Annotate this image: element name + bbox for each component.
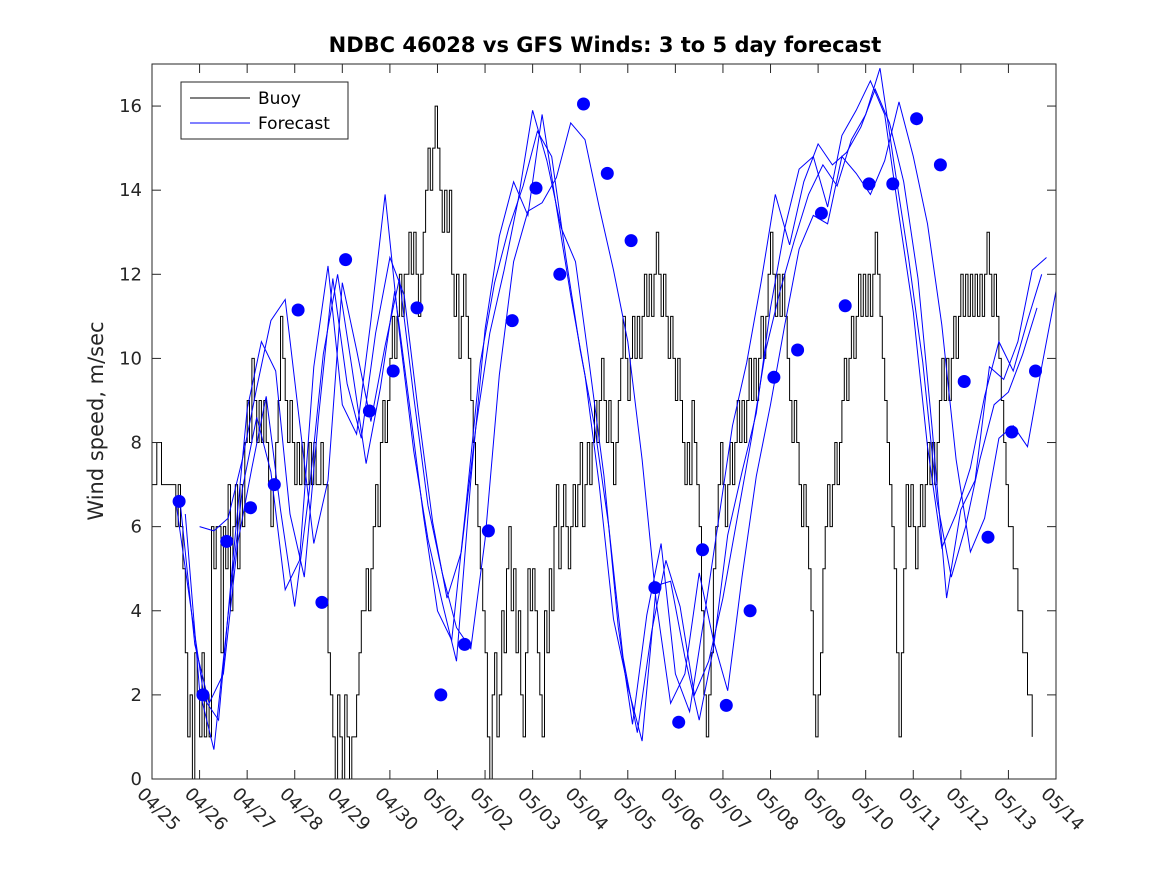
x-tick-label: 05/08 — [751, 784, 803, 836]
y-tick-label: 6 — [131, 517, 142, 538]
x-tick-label: 05/12 — [941, 784, 993, 836]
forecast-marker — [481, 524, 495, 538]
forecast-marker — [886, 177, 900, 191]
y-axis: 0 2 4 6 8 10 12 14 16 — [119, 96, 1056, 790]
x-tick-label: 05/02 — [466, 784, 518, 836]
forecast-markers — [172, 97, 1042, 729]
forecast-marker — [791, 343, 805, 357]
forecast-marker — [196, 688, 210, 702]
forecast-marker — [719, 698, 733, 712]
forecast-line-1 — [199, 101, 1057, 705]
forecast-marker — [220, 534, 234, 548]
y-tick-label: 8 — [131, 433, 142, 454]
forecast-marker — [529, 181, 543, 195]
forecast-marker — [315, 595, 329, 609]
forecast-marker — [648, 581, 662, 595]
legend-label-forecast: Forecast — [258, 114, 330, 134]
forecast-line-3 — [180, 68, 1038, 733]
y-tick-label: 0 — [131, 769, 142, 790]
forecast-marker — [838, 299, 852, 313]
x-tick-label: 04/30 — [370, 784, 422, 836]
forecast-marker — [244, 501, 257, 515]
x-tick-label: 05/10 — [846, 784, 898, 836]
x-tick-label: 05/13 — [989, 784, 1041, 836]
forecast-marker — [291, 303, 305, 317]
x-tick-label: 05/07 — [703, 784, 755, 836]
y-tick-label: 4 — [131, 601, 142, 622]
forecast-marker — [696, 543, 709, 557]
buoy-series — [152, 105, 1033, 780]
x-tick-label: 04/28 — [275, 784, 327, 836]
y-axis-label: Wind speed, m/sec — [84, 321, 108, 520]
x-tick-label: 04/25 — [132, 784, 184, 836]
forecast-marker — [672, 715, 686, 729]
forecast-marker — [172, 494, 186, 508]
chart-title: NDBC 46028 vs GFS Winds: 3 to 5 day fore… — [329, 33, 882, 57]
x-tick-label: 05/06 — [656, 784, 708, 836]
x-tick-label: 05/09 — [799, 784, 851, 836]
plot-background — [152, 64, 1056, 779]
forecast-marker — [553, 267, 567, 281]
forecast-marker — [862, 177, 876, 191]
forecast-marker — [981, 530, 995, 544]
forecast-marker — [933, 158, 947, 172]
x-tick-label: 04/27 — [228, 784, 280, 836]
forecast-marker — [267, 478, 281, 492]
x-tick-label: 05/14 — [1036, 784, 1088, 836]
x-tick-label: 05/01 — [418, 784, 470, 836]
x-tick-label: 05/04 — [561, 784, 613, 836]
forecast-marker — [386, 364, 400, 378]
forecast-marker — [910, 112, 924, 126]
y-tick-label: 14 — [119, 180, 142, 201]
x-tick-label: 04/29 — [323, 784, 375, 836]
x-tick-label: 04/26 — [180, 784, 232, 836]
buoy-line — [152, 105, 1033, 780]
forecast-marker — [458, 637, 472, 651]
forecast-marker — [577, 97, 590, 111]
legend: Buoy Forecast — [180, 81, 349, 140]
forecast-marker — [957, 375, 971, 388]
plot-frame — [151, 63, 1057, 780]
legend-box — [180, 81, 349, 140]
forecast-line-4 — [184, 79, 1043, 750]
forecast-marker — [434, 688, 448, 702]
x-tick-label: 05/05 — [608, 784, 660, 836]
forecast-marker — [600, 166, 614, 180]
y-tick-label: 12 — [119, 264, 142, 285]
forecast-marker — [814, 206, 828, 220]
y-tick-label: 10 — [119, 348, 142, 369]
forecast-marker — [410, 301, 424, 315]
x-tick-label: 05/11 — [894, 784, 946, 836]
forecast-marker — [339, 253, 353, 267]
forecast-marker — [362, 404, 376, 418]
plot-area — [151, 63, 1057, 780]
x-tick-label: 05/03 — [513, 784, 565, 836]
forecast-marker — [743, 604, 757, 618]
forecast-marker — [624, 234, 638, 248]
forecast-marker — [1005, 425, 1019, 439]
legend-label-buoy: Buoy — [258, 89, 301, 109]
forecast-marker — [1029, 364, 1042, 378]
forecast-marker — [767, 370, 781, 384]
forecast-series — [175, 68, 1057, 750]
y-tick-label: 2 — [131, 685, 142, 706]
y-tick-label: 16 — [119, 96, 142, 117]
forecast-marker — [505, 314, 519, 328]
